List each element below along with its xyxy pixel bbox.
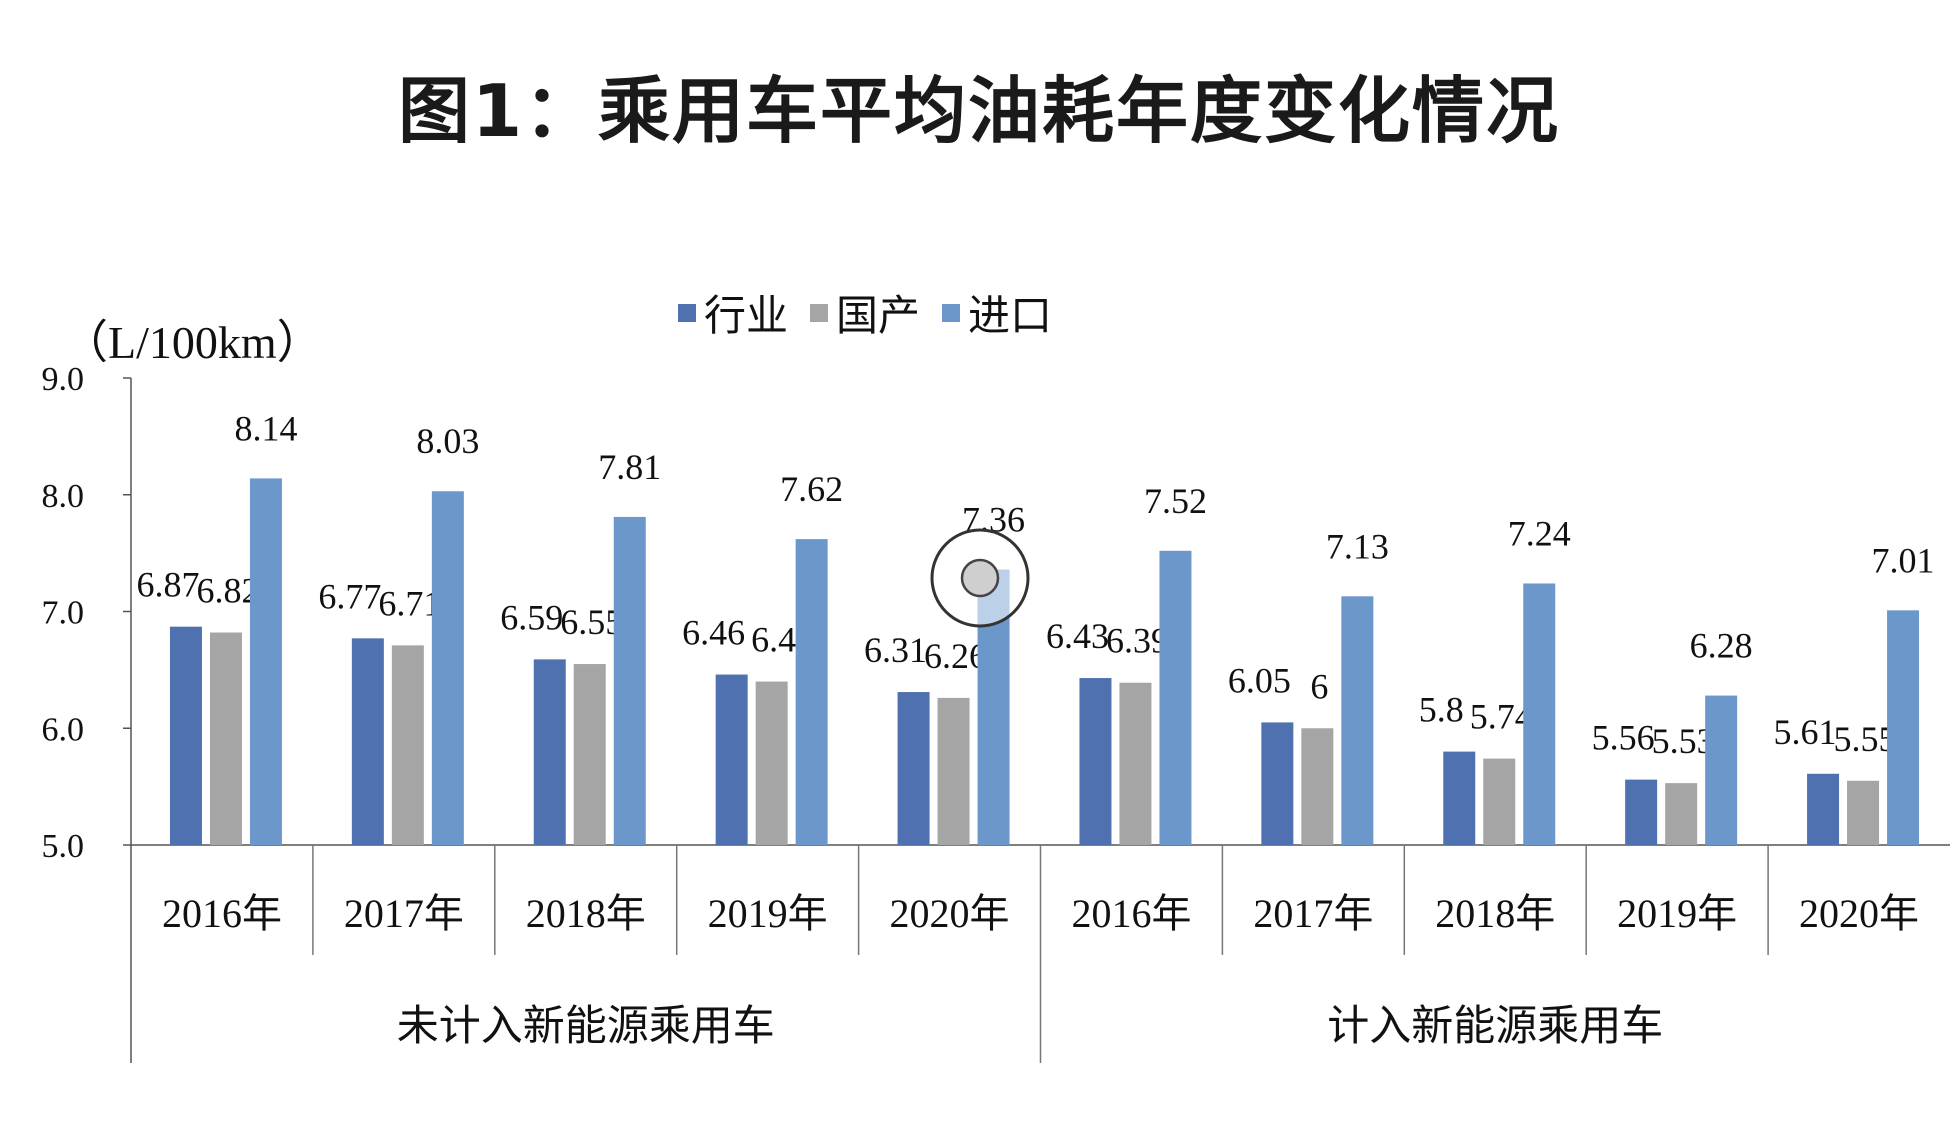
bar-国产 — [1301, 728, 1334, 845]
bar-进口 — [613, 516, 646, 845]
bar-进口 — [795, 539, 828, 845]
y-tick-label: 9.0 — [42, 361, 85, 398]
data-label: 7.01 — [1872, 540, 1935, 580]
bar-行业 — [1261, 722, 1294, 845]
bar-国产 — [209, 632, 242, 845]
legend-label: 国产 — [836, 291, 920, 340]
data-label: 6 — [1310, 666, 1328, 706]
data-label: 6.71 — [378, 583, 441, 623]
x-tick-label: 2019年 — [708, 891, 828, 936]
data-label: 6.05 — [1228, 660, 1291, 700]
legend-label: 行业 — [704, 291, 788, 340]
x-tick-label: 2018年 — [1435, 891, 1555, 936]
x-tick-label: 2019年 — [1617, 891, 1737, 936]
x-group-label: 计入新能源乘用车 — [1327, 1001, 1663, 1050]
x-group-label: 未计入新能源乘用车 — [397, 1001, 775, 1050]
bar-国产 — [1665, 783, 1698, 845]
legend-label: 进口 — [968, 291, 1052, 340]
data-label: 6.46 — [682, 613, 745, 653]
y-tick-label: 7.0 — [42, 595, 85, 632]
bar-国产 — [937, 697, 970, 845]
data-label: 7.52 — [1144, 481, 1207, 521]
bar-行业 — [1807, 773, 1840, 845]
data-label: 6.82 — [196, 571, 259, 611]
legend-swatch-进口 — [942, 304, 960, 322]
bar-进口 — [1159, 550, 1192, 845]
bar-行业 — [351, 638, 384, 845]
data-label: 6.39 — [1106, 621, 1169, 661]
data-label: 5.53 — [1652, 721, 1715, 761]
bar-进口 — [1523, 583, 1556, 845]
data-label: 7.13 — [1326, 526, 1389, 566]
bar-行业 — [533, 659, 566, 845]
data-label: 5.8 — [1419, 690, 1464, 730]
bar-行业 — [715, 674, 748, 845]
data-label: 6.31 — [864, 630, 927, 670]
bar-进口 — [1887, 610, 1920, 845]
x-tick-label: 2018年 — [526, 891, 646, 936]
x-tick-label: 2017年 — [1253, 891, 1373, 936]
bar-行业 — [897, 692, 930, 845]
data-label: 5.56 — [1592, 718, 1655, 758]
data-label: 6.43 — [1046, 616, 1109, 656]
bar-进口 — [1341, 596, 1374, 845]
data-label: 6.26 — [924, 636, 987, 676]
x-tick-label: 2017年 — [344, 891, 464, 936]
bar-国产 — [755, 681, 788, 845]
bar-国产 — [573, 664, 606, 845]
bar-国产 — [1119, 682, 1152, 845]
bar-行业 — [1625, 779, 1658, 845]
data-label: 8.03 — [416, 421, 479, 461]
legend-swatch-行业 — [678, 304, 696, 322]
data-label: 6.77 — [318, 576, 381, 616]
y-tick-label: 6.0 — [42, 711, 85, 748]
bar-国产 — [1847, 780, 1880, 845]
data-label: 7.81 — [598, 447, 661, 487]
data-label: 6.87 — [136, 565, 199, 605]
bar-进口 — [249, 478, 282, 845]
bar-进口 — [431, 491, 464, 845]
data-label: 6.28 — [1690, 626, 1753, 666]
y-tick-label: 8.0 — [42, 478, 85, 515]
data-label: 6.59 — [500, 597, 563, 637]
data-label: 5.74 — [1470, 697, 1533, 737]
bar-行业 — [1079, 678, 1112, 845]
data-label: 7.24 — [1508, 513, 1571, 553]
x-tick-label: 2020年 — [890, 891, 1010, 936]
x-tick-label: 2016年 — [1071, 891, 1191, 936]
data-label: 6.55 — [560, 602, 623, 642]
data-label: 8.14 — [234, 408, 297, 448]
data-label: 6.4 — [751, 620, 796, 660]
y-axis-unit: （L/100km） — [62, 317, 323, 368]
data-label: 5.61 — [1774, 712, 1837, 752]
bar-国产 — [391, 645, 424, 845]
y-tick-label: 5.0 — [42, 828, 85, 865]
page-title: 图1：乘用车平均油耗年度变化情况 — [397, 69, 1561, 153]
data-label: 7.62 — [780, 469, 843, 509]
bar-进口 — [1705, 695, 1738, 845]
legend-swatch-国产 — [810, 304, 828, 322]
bar-行业 — [169, 626, 202, 845]
x-tick-label: 2020年 — [1799, 891, 1919, 936]
bar-国产 — [1483, 758, 1516, 845]
data-label: 5.55 — [1834, 719, 1897, 759]
x-tick-label: 2016年 — [162, 891, 282, 936]
bar-行业 — [1443, 751, 1476, 845]
cursor-dot-icon — [960, 558, 1000, 598]
